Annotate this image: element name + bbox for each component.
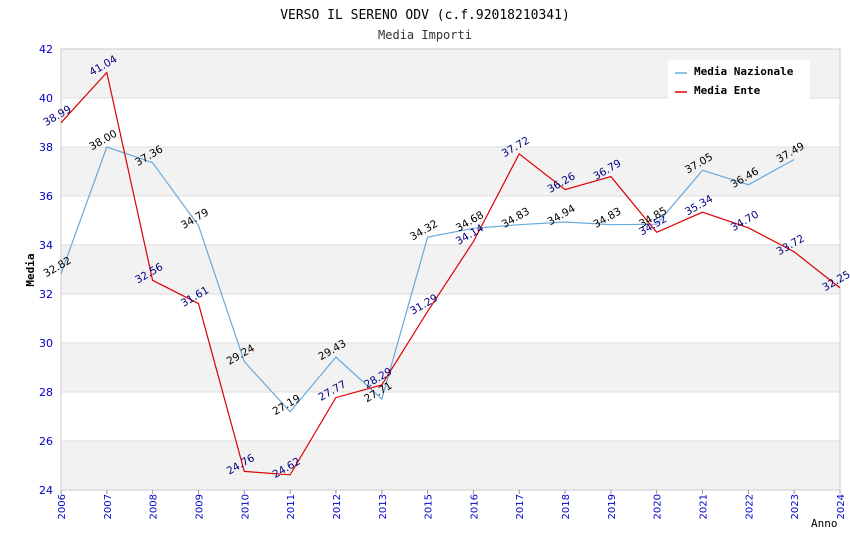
grid-lines (60, 48, 841, 491)
y-tick-label: 38 (39, 141, 53, 154)
x-tick-label: 2018 (561, 494, 572, 519)
y-tick-label: 34 (39, 239, 53, 252)
y-tick-label: 30 (39, 337, 53, 350)
x-tick-label: 2017 (515, 494, 526, 519)
x-tick-label: 2019 (607, 494, 618, 519)
grid-band (61, 245, 840, 294)
x-tick-label: 2015 (424, 494, 435, 519)
y-tick-label: 24 (39, 484, 53, 497)
y-tick-label: 40 (39, 92, 53, 105)
x-tick-label: 2008 (149, 494, 160, 519)
x-axis-ticks: 2006 2007 2008 2009 2010 2011 2012 2013 2015 2016… (57, 490, 847, 519)
series-lines (60, 71, 841, 476)
x-tick-label: 2010 (240, 494, 251, 519)
y-tick-label: 32 (39, 288, 53, 301)
legend-label-nazionale: Media Nazionale (694, 65, 794, 78)
legend-label-ente: Media Ente (694, 84, 761, 97)
x-tick-label: 2006 (57, 494, 68, 519)
y-tick-label: 28 (39, 386, 53, 399)
x-tick-label: 2024 (836, 494, 847, 519)
x-tick-label: 2023 (790, 494, 801, 519)
legend-box (668, 60, 810, 102)
y-axis-label: Media (24, 253, 37, 286)
x-tick-label: 2011 (286, 494, 297, 519)
plot-border (60, 48, 841, 491)
grid-band (61, 147, 840, 196)
x-tick-label: 2021 (699, 494, 710, 519)
x-tick-label: 2020 (653, 494, 664, 519)
y-tick-label: 36 (39, 190, 53, 203)
grid-band (61, 441, 840, 490)
y-axis-ticks: 24 26 28 30 32 34 36 38 40 42 (39, 43, 53, 497)
grid-band (61, 343, 840, 392)
plot-background (61, 49, 840, 490)
x-tick-label: 2016 (469, 494, 480, 519)
x-tick-label: 2007 (103, 494, 114, 519)
chart-title: VERSO IL SERENO ODV (c.f.92018210341) (280, 8, 570, 23)
series-line-ente (60, 71, 841, 476)
y-tick-label: 42 (39, 43, 53, 56)
legend: Media Nazionale Media Ente (668, 60, 810, 102)
x-tick-label: 2012 (332, 494, 343, 519)
series-line-nazionale (60, 146, 795, 413)
x-axis-label: Anno (811, 517, 838, 530)
x-tick-label: 2022 (744, 494, 755, 519)
x-tick-label: 2009 (194, 494, 205, 519)
x-tick-label: 2013 (378, 494, 389, 519)
y-tick-label: 26 (39, 435, 53, 448)
chart-subtitle: Media Importi (378, 28, 472, 42)
